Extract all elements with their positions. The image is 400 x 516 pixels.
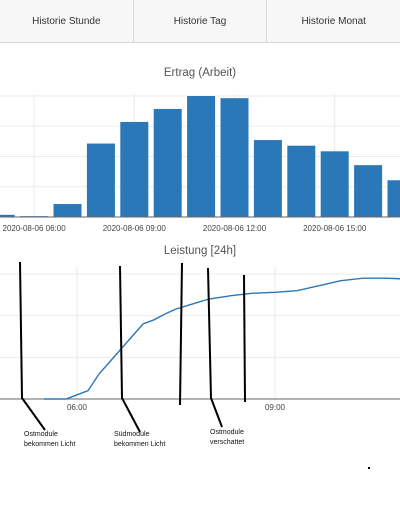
annotation-label: verschattet — [210, 439, 244, 446]
annotation-label: Ostmodule — [24, 431, 58, 438]
annotation-marker-line — [243, 274, 246, 403]
ertrag-chart-title: Ertrag (Arbeit) — [163, 67, 237, 79]
bar — [320, 151, 349, 217]
bar — [253, 140, 282, 217]
bar — [153, 108, 182, 217]
bar — [86, 143, 115, 217]
annotation-label: Südmodule — [114, 431, 150, 438]
bar — [53, 204, 82, 217]
bar-x-tick-label: 2020-08-06 12:00 — [203, 224, 267, 233]
tab-historie-stunde[interactable]: Historie Stunde — [0, 0, 134, 42]
annotation-label: bekommen Licht — [114, 441, 165, 448]
bar-x-tick-label: 2020-08-06 09:00 — [103, 224, 167, 233]
annotation-label: Ostmodule — [210, 429, 244, 436]
annotation-marker-line — [19, 261, 46, 431]
tab-historie-monat[interactable]: Historie Monat — [301, 15, 366, 27]
bar — [187, 96, 216, 217]
bar — [287, 145, 316, 217]
bar — [120, 121, 149, 217]
line-x-tick-label: 09:00 — [265, 403, 286, 412]
annotation-marker-line — [179, 262, 183, 406]
leistung-series-line — [44, 277, 400, 400]
annotation-marker-line — [207, 267, 223, 428]
bar-x-tick-label: 2020-08-06 06:00 — [3, 224, 67, 233]
dot-marker — [368, 467, 370, 469]
history-tab-bar: Historie Stunde Historie Tag Historie Mo… — [0, 0, 400, 43]
bar — [387, 180, 400, 217]
bar — [354, 165, 383, 217]
bar — [0, 214, 15, 217]
leistung-chart-title: Leistung [24h] — [163, 245, 237, 257]
tab-historie-tag[interactable]: Historie Tag — [134, 0, 268, 42]
bar-x-tick-label: 2020-08-06 15:00 — [303, 224, 367, 233]
ertrag-bar-chart: 2020-08-06 06:00 2020-08-06 09:00 2020-08-… — [0, 94, 400, 233]
annotation-label: bekommen Licht — [24, 441, 75, 448]
line-x-tick-label: 06:00 — [67, 403, 88, 412]
annotation-marker-line — [119, 265, 141, 433]
bar — [220, 98, 249, 217]
